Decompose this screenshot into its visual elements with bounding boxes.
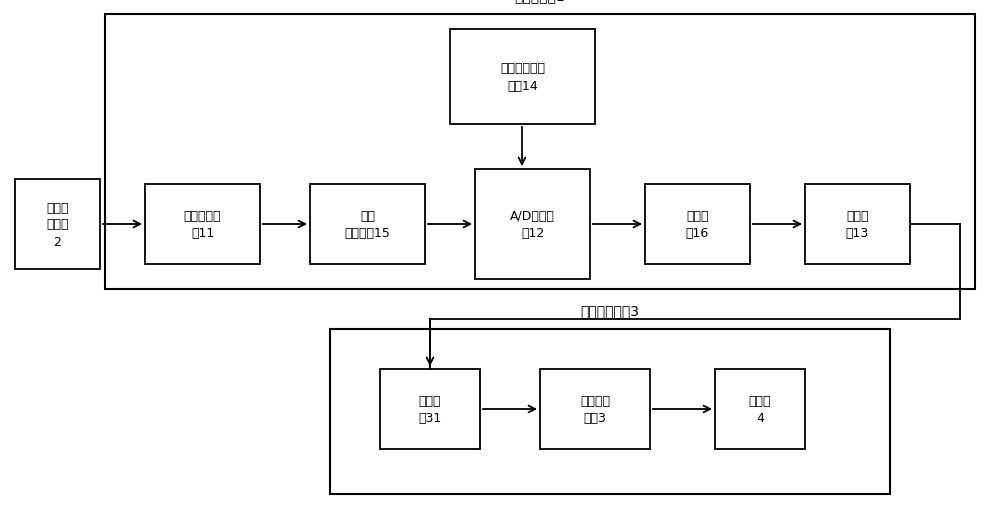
Text: 差分放大电
路11: 差分放大电 路11: [184, 210, 221, 240]
Bar: [475, 169, 590, 279]
Bar: [540, 369, 650, 449]
Bar: [380, 369, 480, 449]
Text: 信号接收设备3: 信号接收设备3: [580, 303, 640, 318]
Text: 带通
滤波电路15: 带通 滤波电路15: [345, 210, 390, 240]
Bar: [645, 185, 750, 265]
Text: 接口转换
模块3: 接口转换 模块3: [580, 394, 610, 424]
Text: 通讯模
块13: 通讯模 块13: [846, 210, 869, 240]
Text: 三轴加速度传
感器14: 三轴加速度传 感器14: [500, 63, 545, 92]
Text: 计算机
4: 计算机 4: [749, 394, 771, 424]
Text: 信号采
集设备
2: 信号采 集设备 2: [46, 201, 69, 248]
Bar: [105, 15, 975, 290]
Bar: [145, 185, 260, 265]
Text: 肌电采集盒1: 肌电采集盒1: [515, 0, 565, 3]
Text: A/D转换模
块12: A/D转换模 块12: [510, 210, 555, 240]
Bar: [715, 369, 805, 449]
Bar: [310, 185, 425, 265]
Bar: [805, 185, 910, 265]
Text: 微处理
器16: 微处理 器16: [686, 210, 709, 240]
Bar: [330, 329, 890, 494]
Bar: [15, 180, 100, 269]
Bar: [450, 30, 595, 125]
Text: 通讯模
块31: 通讯模 块31: [418, 394, 442, 424]
